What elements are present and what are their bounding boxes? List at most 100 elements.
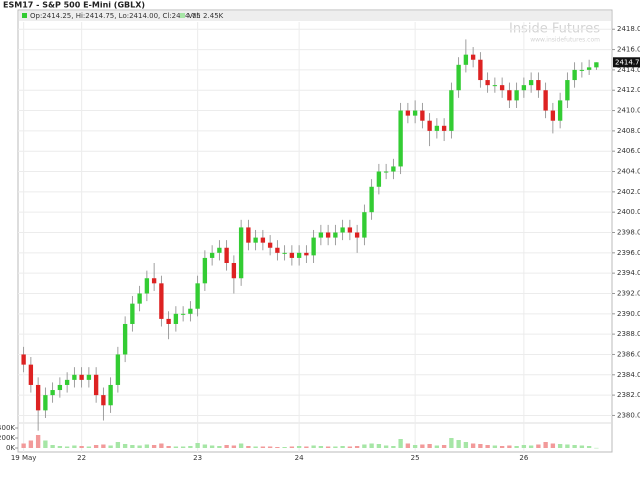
- candle-body: [21, 354, 26, 365]
- candle-body: [275, 247, 280, 253]
- candle-body: [441, 125, 447, 131]
- volume-bar: [122, 444, 128, 448]
- volume-bar: [238, 443, 244, 448]
- candle-body: [405, 110, 411, 116]
- y-tick-label: 2410.00: [617, 107, 640, 115]
- volume-bar: [369, 443, 374, 448]
- volume-bar: [311, 445, 316, 448]
- legend-swatch: [180, 13, 185, 18]
- candle-body: [289, 252, 295, 258]
- candle-body: [231, 262, 237, 279]
- candle-body: [43, 395, 48, 411]
- candle-body: [202, 257, 208, 284]
- volume-bar: [151, 445, 157, 448]
- candle-body: [347, 227, 353, 233]
- candle-body: [159, 283, 164, 319]
- candle-body: [550, 110, 556, 121]
- volume-bar: [137, 445, 142, 448]
- candle-body: [528, 80, 534, 86]
- volume-bar: [188, 446, 193, 448]
- volume-bar: [318, 446, 324, 448]
- volume-tick-label: 400K: [0, 424, 15, 432]
- candle-body: [318, 232, 324, 238]
- volume-bar: [514, 446, 519, 448]
- y-tick-label: 2380.00: [617, 411, 640, 419]
- candle-body: [28, 364, 34, 385]
- candle-body: [108, 384, 113, 406]
- chart-title: ESM17 - S&P 500 E-Mini (GBLX): [3, 1, 145, 10]
- volume-bar: [499, 446, 505, 448]
- candle-body: [536, 80, 541, 91]
- watermark-url: www.insidefutures.com: [530, 37, 600, 44]
- candle-body: [188, 308, 193, 314]
- candle-body: [391, 166, 396, 172]
- volume-bar: [456, 440, 461, 448]
- volume-bar: [246, 446, 251, 448]
- y-tick-label: 2396.00: [617, 249, 640, 257]
- volume-bar: [35, 435, 41, 448]
- candle-body: [579, 69, 585, 71]
- volume-bar: [470, 443, 476, 448]
- volume-bar: [86, 446, 92, 448]
- volume-tick-label: 200K: [0, 434, 15, 442]
- candle-body: [492, 85, 498, 87]
- candle-body: [79, 374, 84, 380]
- candle-body: [253, 237, 258, 243]
- volume-bar: [115, 442, 121, 448]
- y-tick-label: 2390.00: [617, 310, 640, 318]
- volume-bar: [543, 442, 548, 448]
- volume-bar: [572, 445, 577, 448]
- volume-bar: [43, 440, 48, 448]
- volume-bar: [50, 445, 55, 448]
- candle-body: [463, 54, 469, 65]
- volume-bar: [586, 446, 592, 448]
- volume-bar: [224, 445, 229, 448]
- y-tick-label: 2388.00: [617, 330, 640, 338]
- y-tick-label: 2404.00: [617, 168, 640, 176]
- candle-body: [507, 90, 512, 101]
- candle-body: [586, 67, 592, 70]
- candle-body: [260, 237, 266, 243]
- candle-body: [376, 171, 382, 187]
- candle-body: [434, 125, 440, 131]
- candle-body: [173, 313, 179, 324]
- candle-body: [543, 90, 548, 111]
- volume-tick-label: 0K: [6, 444, 15, 452]
- last-price-box: [613, 57, 640, 68]
- volume-bar: [405, 443, 411, 448]
- volume-bar: [463, 442, 469, 448]
- candle-body: [101, 395, 106, 406]
- y-tick-label: 2398.00: [617, 229, 640, 237]
- x-tick-label: 24: [295, 454, 304, 462]
- candle-body: [565, 80, 570, 101]
- candle-body: [122, 323, 128, 355]
- volume-bar: [101, 444, 106, 448]
- volume-bar: [209, 445, 215, 448]
- candle-body: [383, 171, 389, 173]
- candle-body: [594, 62, 599, 68]
- volume-bar: [180, 446, 186, 448]
- volume-bar: [391, 446, 396, 448]
- volume-bar: [79, 446, 84, 448]
- y-tick-label: 2408.00: [617, 127, 640, 135]
- candle-body: [151, 278, 157, 284]
- x-tick-label: 23: [193, 454, 202, 462]
- candle-body: [296, 252, 302, 258]
- volume-bar: [296, 446, 302, 448]
- volume-bar: [195, 443, 200, 448]
- candle-body: [282, 252, 287, 254]
- x-tick-label: 19 May: [11, 454, 37, 462]
- volume-bar: [565, 444, 570, 448]
- candle-body: [485, 80, 490, 86]
- y-tick-label: 2406.00: [617, 147, 640, 155]
- volume-bar: [93, 445, 99, 448]
- volume-bar: [173, 446, 179, 448]
- candle-body: [478, 59, 483, 81]
- volume-bar: [441, 445, 447, 448]
- volume-bar: [550, 443, 556, 448]
- volume-bar: [217, 446, 222, 448]
- candle-body: [340, 227, 345, 233]
- candle-body: [93, 374, 99, 396]
- candle-body: [412, 110, 418, 116]
- volume-bar: [28, 440, 34, 448]
